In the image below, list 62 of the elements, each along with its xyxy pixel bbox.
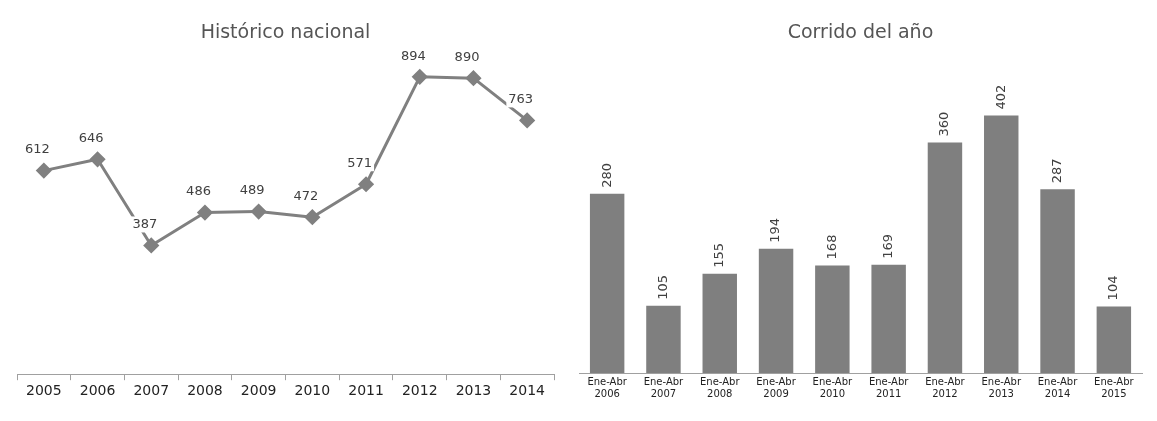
point [90,151,106,167]
point [251,204,267,220]
chart-title: Corrido del año [787,20,934,43]
data-label: 612 [25,141,50,157]
bar [1040,189,1075,373]
x-tick-label: 2007 [133,382,170,399]
x-tick-label: Ene-Abr 2014 [1037,375,1079,399]
x-tick-label: 2014 [509,382,546,399]
bar [984,115,1019,373]
point [304,209,320,225]
bar [646,305,681,373]
data-label: 763 [508,91,534,107]
bar [702,273,737,373]
x-tick-label: Ene-Abr 2011 [868,375,910,399]
data-label: 472 [293,188,319,204]
data-label: 155 [711,242,727,268]
point [519,112,535,128]
data-label: 280 [598,162,614,188]
data-label: 571 [347,155,373,171]
x-tick-label: 2005 [26,382,62,399]
data-label: 105 [654,274,670,300]
data-label: 890 [454,49,480,64]
data-label: 486 [186,183,211,199]
data-label: 894 [400,47,426,63]
bar [1096,306,1132,373]
bar [871,264,906,373]
point [465,70,481,86]
x-tick-label: Ene-Abr 2013 [981,375,1022,399]
data-label: 194 [767,217,783,243]
data-label: 104 [1105,275,1121,301]
point [197,205,213,221]
x-tick-label: 2013 [455,382,492,399]
data-label: 646 [78,130,104,146]
x-tick-label: Ene-Abr 2015 [1094,375,1135,399]
data-label: 169 [880,233,896,259]
point [36,163,52,179]
x-tick-label: 2006 [79,382,116,399]
point [143,237,159,253]
data-label: 402 [992,84,1008,110]
point [358,176,374,192]
data-label: 489 [239,182,265,198]
x-tick-label: Ene-Abr 2012 [925,375,966,399]
x-tick-label: Ene-Abr 2008 [700,375,741,399]
x-tick-label: 2010 [294,382,331,399]
x-tick-label: 2009 [240,382,277,399]
x-tick-label: Ene-Abr 2007 [643,375,685,399]
x-tick-label: 2008 [187,382,223,399]
bar [815,265,850,373]
data-label: 360 [936,111,952,137]
point [412,69,428,85]
data-label: 387 [132,216,158,232]
x-tick-label: 2012 [401,382,438,399]
bar [927,142,963,373]
bar [589,193,625,373]
data-label: 287 [1048,158,1064,184]
x-tick-label: Ene-Abr 2009 [756,375,797,399]
bar [758,248,794,373]
x-tick-label: Ene-Abr 2006 [587,375,628,399]
chart-title: Histórico nacional [200,20,371,43]
x-tick-label: Ene-Abr 2010 [812,375,853,399]
data-label: 168 [823,234,839,260]
x-tick-label: 2011 [348,382,384,399]
